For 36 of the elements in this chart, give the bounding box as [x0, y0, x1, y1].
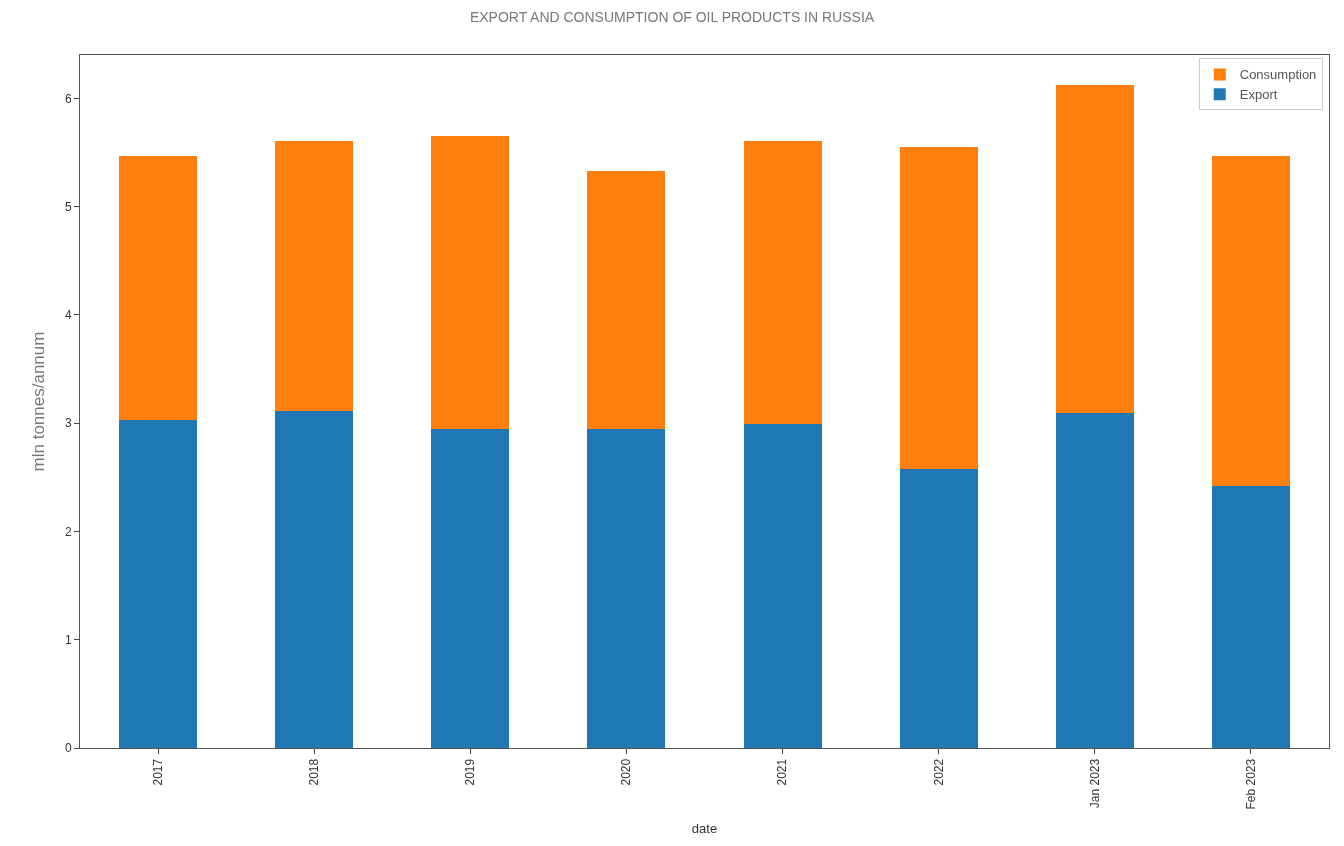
x-tick-label: Jan 2023: [1087, 758, 1102, 809]
x-tick-label: 2021: [775, 758, 790, 786]
y-tick-label: 6: [64, 91, 72, 106]
bar: [275, 140, 354, 412]
y-tick-label: 2: [64, 524, 72, 539]
bar: [431, 136, 510, 429]
bar: [899, 147, 978, 469]
x-tick-label: 2019: [463, 758, 478, 786]
legend-label: Consumption: [1239, 67, 1317, 83]
y-tick-label: 4: [64, 308, 72, 323]
legend-label: Export: [1239, 87, 1278, 103]
bar: [431, 428, 510, 748]
bar: [1211, 155, 1290, 486]
bar: [1055, 413, 1134, 748]
bar: [899, 468, 978, 748]
bar: [119, 155, 198, 420]
x-tick-label: 2020: [619, 758, 634, 786]
chart-title: EXPORT AND CONSUMPTION OF OIL PRODUCTS IN RUSSIA: [469, 9, 875, 26]
bar: [275, 411, 354, 748]
x-tick-label: 2018: [307, 758, 322, 786]
bar: [587, 170, 666, 429]
y-tick-label: 5: [64, 199, 72, 214]
bar: [743, 140, 822, 425]
y-tick-label: 3: [64, 416, 72, 431]
x-tick-label: 2017: [150, 758, 165, 786]
y-tick-label: 1: [64, 632, 72, 647]
bar: [743, 424, 822, 748]
x-axis-title: date: [691, 821, 718, 837]
y-axis-title: mln tonnes/annum: [29, 331, 49, 472]
bar: [1055, 85, 1134, 414]
x-tick-label: 2022: [931, 758, 946, 786]
y-tick-label: 0: [64, 741, 72, 756]
bar: [1211, 485, 1290, 748]
bar: [587, 428, 666, 748]
x-tick-label: Feb 2023: [1243, 758, 1258, 810]
bar: [119, 419, 198, 748]
